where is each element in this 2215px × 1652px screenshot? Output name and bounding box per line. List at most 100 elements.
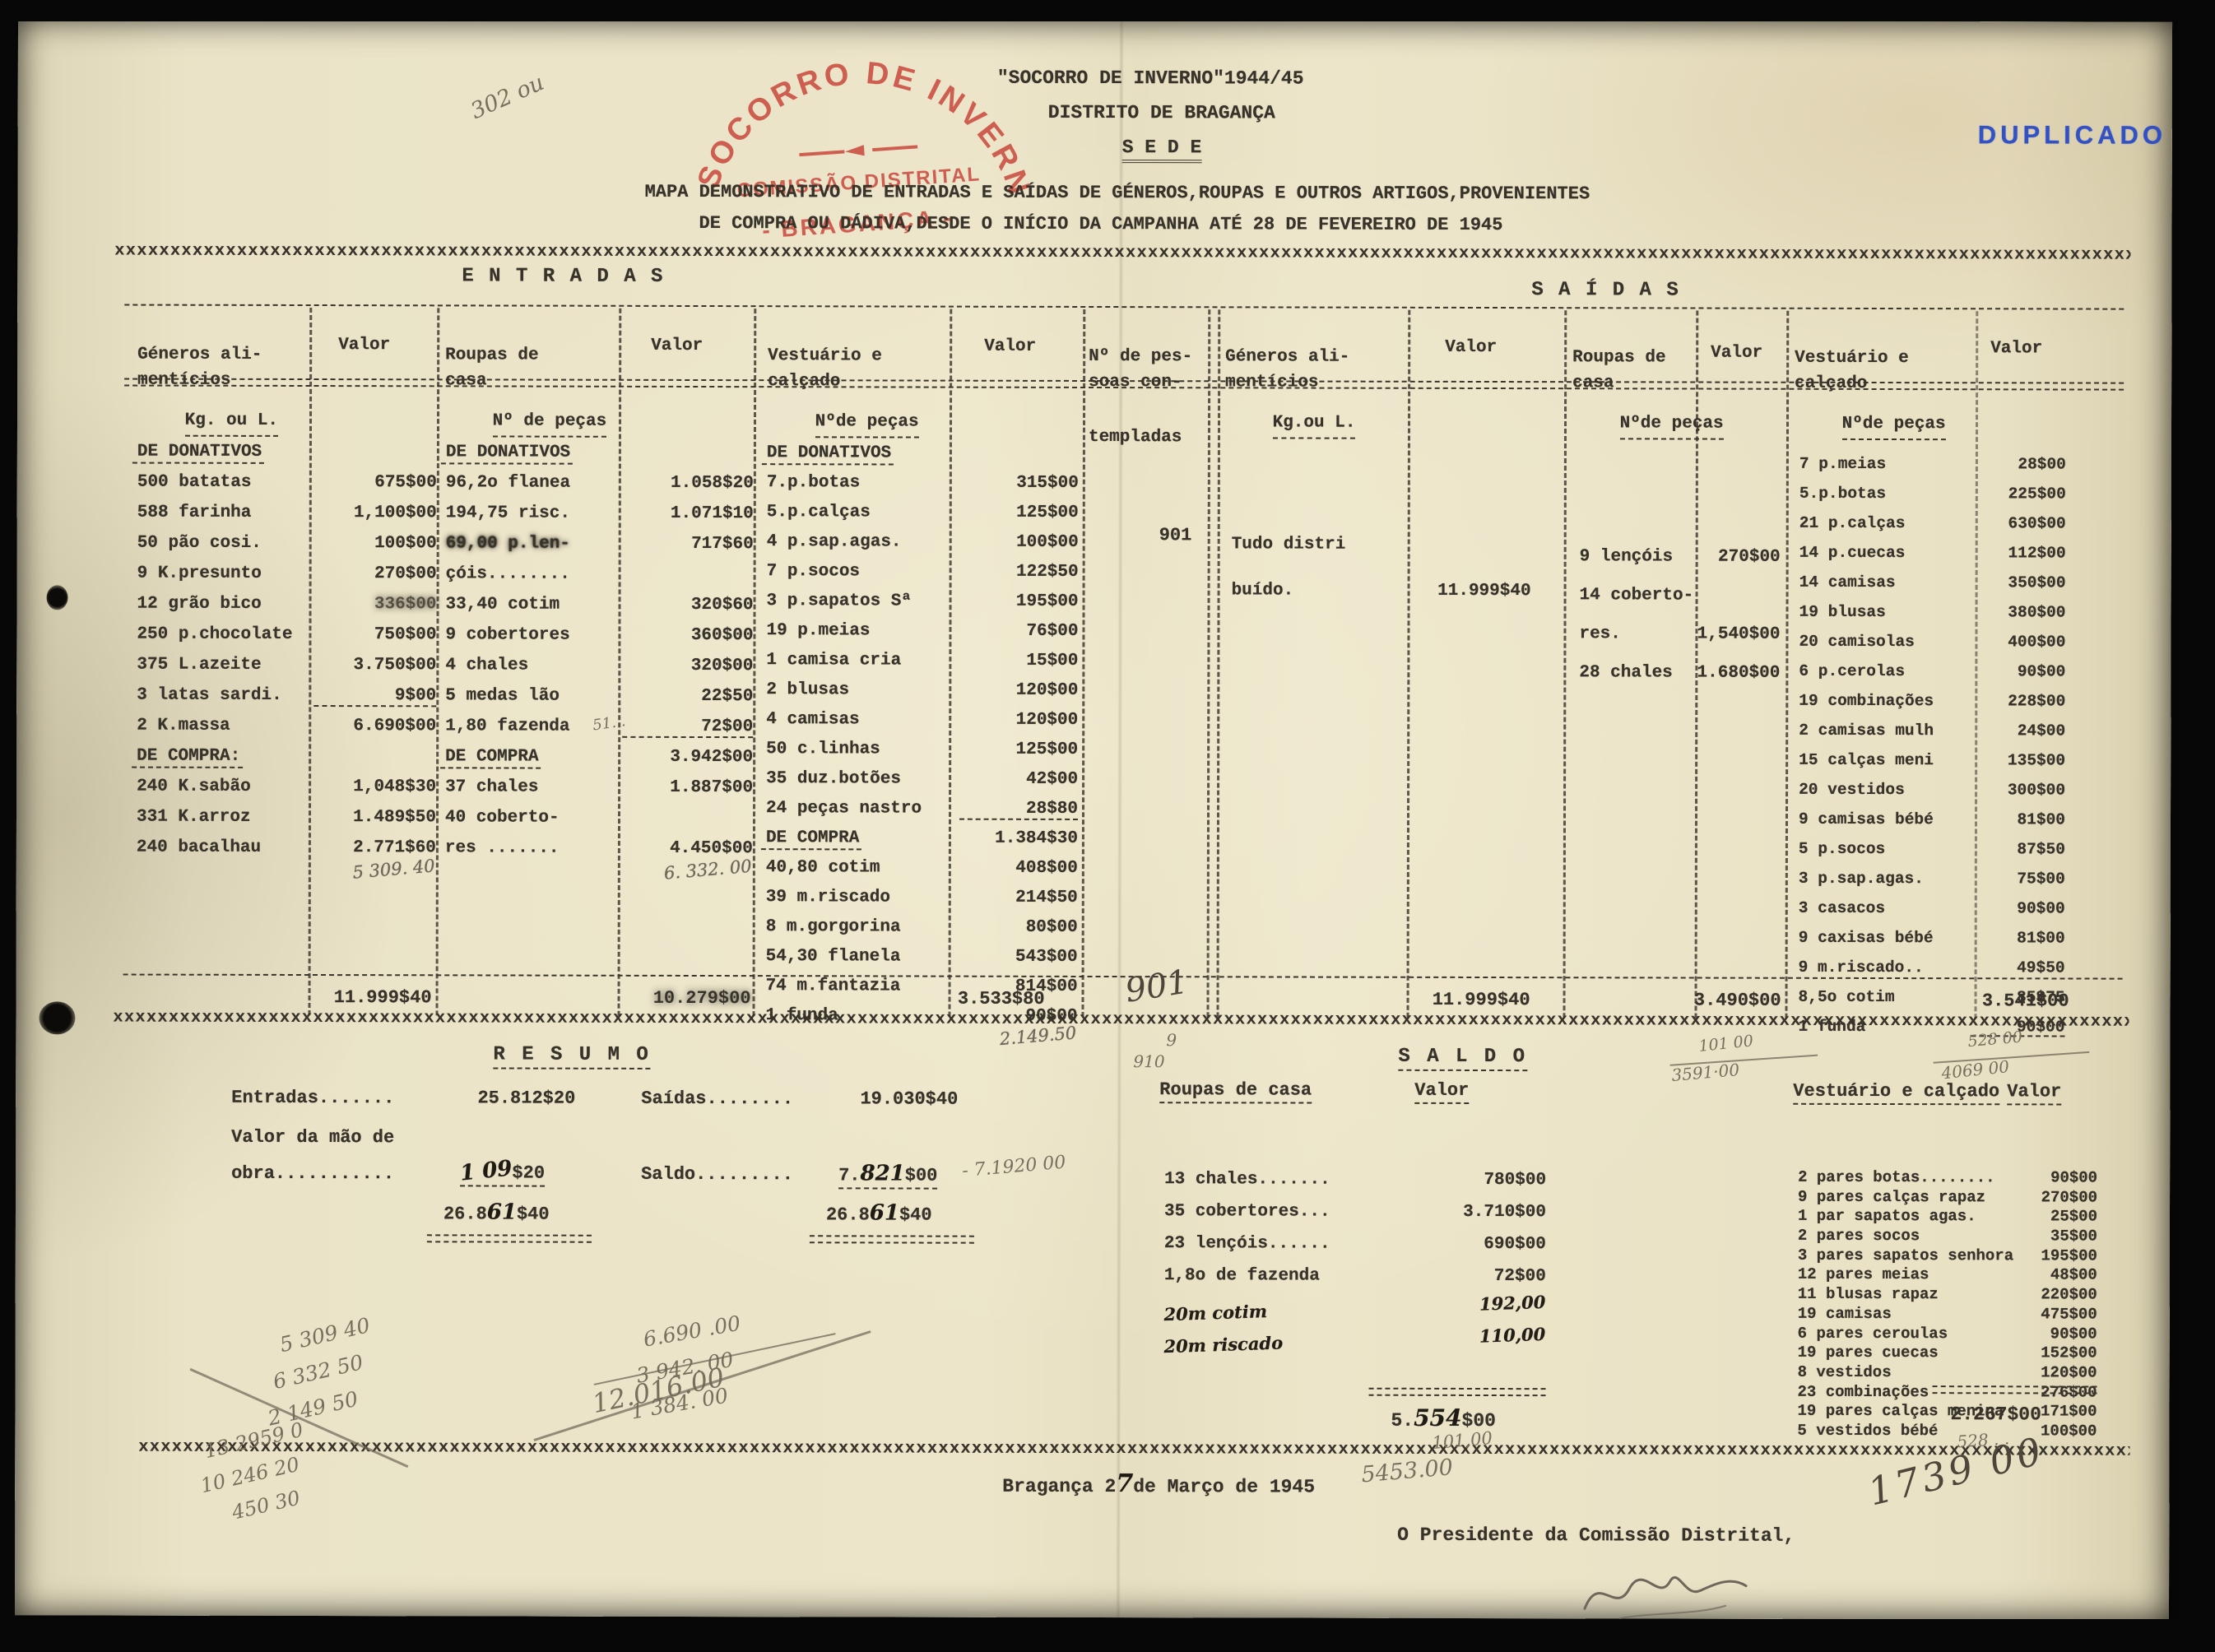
double-rule [1932,1385,2097,1394]
table-row: 40 coberto- [444,808,560,828]
table-row: 3 casacos 90$00 [1798,898,2065,918]
presidente-line: O Presidente da Comissão Distrital, [1397,1524,1795,1547]
saldo-vestuario-header: Vestuário e calçado [1793,1080,2000,1106]
table-row: 37 chales 1.887$00 [445,777,754,798]
table-row: res. 1,540$00 [1579,624,1781,644]
table-row: 12 pares meias 48$00 [1797,1265,2097,1284]
resumo-saldo-label: Saldo......... [641,1163,793,1186]
table-row: 35 duz.botões 42$00 [766,769,1079,789]
table-row: 8 m.gorgorina 80$00 [765,917,1078,937]
col-header-valor: Valor [338,336,391,355]
pencil-note-302: 302 ou [467,69,548,125]
table-row: DE DONATIVOS [440,443,754,475]
table-row: buído. 11.999$40 [1231,581,1531,601]
doc-subtitle2: DE COMPRA OU DÁDIVA,DESDE O INÍCIO DA CA… [699,212,1503,236]
saidas-band-label: S A Í D A S [1531,279,1680,302]
table-row: 40,80 cotim 408$00 [765,858,1078,878]
resumo-mao-value: 1 09 $20 [458,1156,546,1187]
date-line: Bragança 2 7 de Março de 1945 [1002,1469,1316,1499]
handwritten-correction: 61 [869,1200,900,1226]
handwritten-correction: 61 [486,1200,518,1225]
red-commission-stamp: SOCORRO DE INVERNO COMISSÃO DISTRITAL - … [670,47,1038,244]
table-row: 20 vestidos 300$00 [1799,780,2066,800]
table-row: 50 c.linhas 125$00 [766,740,1079,759]
saidas-generos-list: Tudo distri buído. 11.999$40 [1226,479,1531,629]
resumo-saidas-value: 19.030$40 [860,1088,959,1110]
double-rule [1368,1387,1546,1397]
table-row: 9 caxisas bébé 81$00 [1798,928,2065,948]
table-row: 9 K.presunto 270$00 [137,564,437,584]
pessoas-count-value: 901 [1159,525,1192,546]
pencil-note-910: 910 [1133,1051,1165,1072]
col-header-valor: Valor [1445,337,1498,358]
table-row: 6 pares ceroulas 90$00 [1797,1324,2097,1343]
col-header-valor: Valor [651,336,704,356]
table-row: 50 pão cosi. 100$00 [137,533,437,554]
table-row: 5 vestidos bébé 100$00 [1797,1421,2097,1441]
saidas-roupas-list: 9 lençóis 270$00 14 coberto-res. 1,540$00 28… [1574,491,1781,703]
table-row: 33,40 cotim 320$60 [445,595,754,615]
ink-blob [46,585,68,610]
col-line [1563,310,1567,1019]
table-row: 2 K.massa 6.690$00 [137,716,437,736]
signature [1583,1575,1748,1620]
table-row: 19 combinações 228$00 [1799,691,2066,711]
col-header-valor: Valor [1711,343,1763,363]
table-row: 2 pares socos 35$00 [1797,1226,2097,1246]
table-row: 4 camisas 120$00 [766,710,1079,730]
table-row: 23 lençóis...... 690$00 [1163,1234,1546,1255]
table-row: 1 funda 90$00 [1798,1017,2065,1037]
total-saidas-vestuario: 3.541$00 [1981,991,2069,1012]
table-row: 8 vestidos 120$00 [1797,1362,2097,1382]
table-row: 14 coberto- [1579,586,1694,606]
table-row: 250 p.chocolate 750$00 [137,624,437,645]
col-line-double [1216,309,1221,1018]
table-row: 24 peças nastro 28$80 [761,799,1078,830]
resumo-entradas-value: 25.812$20 [477,1088,576,1109]
table-row: DE COMPRA 1.384$30 [760,828,1078,860]
saldo-roupas-list: 13 chales....... 780$00 35 cobertores... 3.… [1159,1114,1547,1364]
resumo-heading: R E S U M O [493,1043,651,1070]
table-row: 3 p.sapatos Sª 195$00 [766,592,1079,611]
table-row: 28 chales 1.680$00 [1579,663,1781,683]
table-row: 11 blusas rapaz 220$00 [1797,1284,2097,1304]
table-row: 1 camisa cria 15$00 [766,651,1079,671]
total-entradas-generos: 11.999$40 [333,987,432,1009]
ink-blob [39,1001,76,1035]
table-row: 2 camisas mulh 24$00 [1799,721,2066,740]
saldo-valor-header: Valor [1414,1079,1470,1104]
table-row: 19 pares cuecas 152$00 [1797,1343,2097,1362]
handwritten-date-digit: 7 [1116,1469,1134,1499]
table-row: 4 p.sap.agas. 100$00 [766,532,1079,552]
paper-sheet: SOCORRO DE INVERNO COMISSÃO DISTRITAL - … [14,17,2173,1620]
table-row: 194,75 risc. 1.071$10 [445,503,754,524]
table-row: 19 pares calças menina 171$00 [1797,1402,2097,1421]
pencil-saldo-note: - 7.1920 00 [961,1152,1067,1182]
table-row: DE DONATIVOS [761,443,1079,475]
table-row: 5 p.socos 87$50 [1798,839,2065,859]
doc-subtitle1: MAPA DEMONSTRATIVO DE ENTRADAS E SAÍDAS … [644,181,1590,205]
col-line [1081,309,1086,1017]
resumo-saldo-value: 7. 821 $00 [838,1161,938,1190]
col-line-double [1206,309,1211,1018]
table-row: 21 p.calças 630$00 [1799,513,2066,533]
entradas-generos-list: DE DONATIVOS 500 batatas 675$00 588 farinha… [132,387,437,901]
double-rule [426,1234,592,1243]
col-header-valor: Valor [1990,339,2043,359]
table-row: 9 m.riscado.. 49$50 [1798,958,2065,977]
table-row: 69,00 p.len- 717$60 [445,534,754,555]
table-row: 3 latas sardi. 9$00 [132,686,436,718]
resumo-total-right: 26.8 61 $40 [825,1200,932,1226]
entradas-roupas-list: DE DONATIVOS 96,2o flanea 1.058$20 194,75 r… [440,387,754,901]
table-row: 39 m.riscado 214$50 [765,888,1078,907]
table-row: 9 cobertores 360$00 [445,625,754,646]
total-pessoas-handwritten: 901 [1122,963,1191,1010]
photo-border-right [2177,0,2215,1652]
resumo-entradas-label: Entradas....... [231,1087,395,1109]
table-row: 7 p.socos 122$50 [766,562,1079,582]
double-rule [809,1235,974,1244]
saldo-heading: S A L D O [1398,1045,1528,1072]
saldo-valor-header: Valor [2007,1081,2062,1106]
x-separator-top: xxxxxxxxxxxxxxxxxxxxxxxxxxxxxxxxxxxxxxxx… [114,241,2131,265]
